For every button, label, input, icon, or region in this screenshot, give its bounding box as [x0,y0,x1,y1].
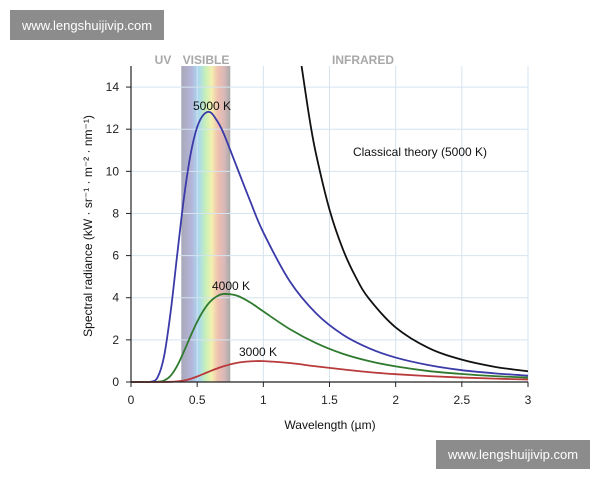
visible-spectrum-band [181,66,231,382]
x-tick-label: 1 [260,393,267,407]
x-tick-label: 0 [128,393,135,407]
y-tick-label: 0 [112,375,119,389]
series-label-4000k: 4000 K [212,279,250,293]
series-label-classical: Classical theory (5000 K) [353,145,487,159]
region-label-uv: UV [155,53,172,67]
x-tick-label: 3 [525,393,532,407]
y-tick-label: 6 [112,249,119,263]
y-axis-label: Spectral radiance (kW · sr⁻¹ · m⁻² · nm⁻… [81,115,95,337]
watermark-bottom: www.lengshuijivip.com [436,440,590,469]
series-label-5000k: 5000 K [193,99,231,113]
x-tick-label: 2 [392,393,399,407]
x-tick-label: 0.5 [189,393,206,407]
y-tick-label: 12 [106,122,120,136]
series-line-4000-k [131,293,529,383]
region-label-visible: VISIBLE [183,53,230,67]
series-label-3000k: 3000 K [239,345,277,359]
y-tick-label: 2 [112,333,119,347]
region-label-infrared: INFRARED [332,53,394,67]
y-tick-label: 4 [112,291,119,305]
y-tick-label: 14 [106,80,120,94]
series-line-classical-theory-5000-k- [300,66,529,373]
x-tick-label: 1.5 [321,393,338,407]
watermark-top: www.lengshuijivip.com [10,10,164,40]
y-tick-label: 10 [106,164,120,178]
x-axis-label: Wavelength (µm) [284,418,375,432]
x-tick-label: 2.5 [453,393,470,407]
y-tick-label: 8 [112,206,119,220]
series-line-5000-k [131,110,529,383]
